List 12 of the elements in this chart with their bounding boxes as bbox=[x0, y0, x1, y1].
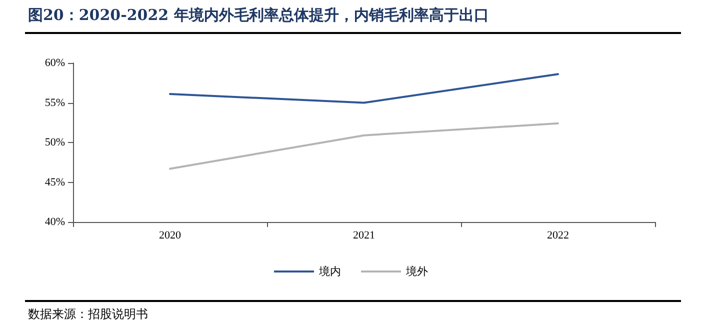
y-tick-label: 60% bbox=[44, 57, 65, 69]
y-tick-label: 45% bbox=[44, 176, 65, 188]
legend-label: 境外 bbox=[405, 265, 428, 278]
legend-label: 境内 bbox=[318, 265, 341, 278]
source-note: 数据来源：招股说明书 bbox=[28, 306, 148, 323]
chart-title: 图20：2020-2022 年境内外毛利率总体提升，内销毛利率高于出口 bbox=[28, 6, 489, 25]
x-tick-label: 2020 bbox=[159, 230, 182, 242]
x-tick-label: 2021 bbox=[353, 230, 375, 242]
x-tick-label: 2022 bbox=[547, 230, 569, 242]
y-tick-label: 55% bbox=[44, 96, 65, 109]
y-tick-label: 40% bbox=[44, 216, 65, 228]
y-tick-label: 50% bbox=[44, 136, 65, 148]
